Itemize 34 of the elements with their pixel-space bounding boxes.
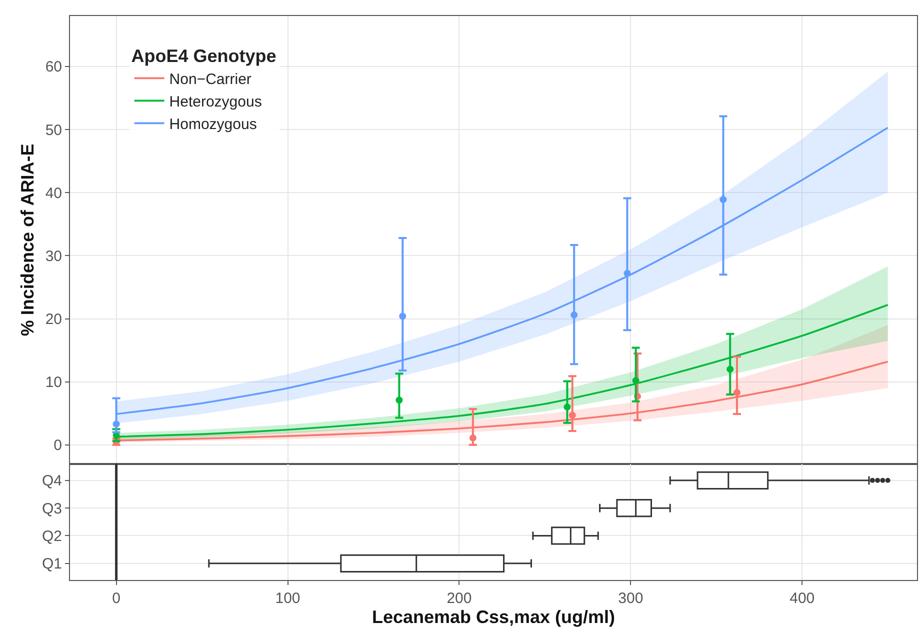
point [568, 412, 576, 419]
y-tick-label: 40 [45, 184, 62, 202]
y-tick-label: Q4 [42, 472, 62, 490]
point [399, 312, 406, 320]
point [469, 434, 476, 442]
y-axis-title: % Incidence of ARIA-E [18, 144, 38, 336]
legend-label: Homozygous [169, 116, 257, 134]
x-tick-label: 0 [112, 590, 120, 607]
y-tick-label: 50 [45, 122, 62, 139]
point [570, 311, 578, 318]
point [726, 366, 734, 373]
y-tick-label: 10 [45, 374, 62, 392]
x-tick-label: 400 [790, 590, 815, 607]
y-tick-label: Q2 [42, 528, 62, 545]
x-tick-label: 300 [618, 590, 644, 607]
y-tick-label: 30 [45, 248, 62, 265]
y-tick-label: 0 [54, 437, 62, 454]
point [564, 404, 571, 411]
y-tick-label: Q3 [42, 500, 62, 518]
x-tick-label: 200 [446, 590, 472, 607]
point [632, 377, 640, 384]
legend-label: Heterozygous [169, 94, 262, 111]
point [720, 196, 727, 204]
y-tick-label: 20 [45, 311, 62, 328]
point [733, 389, 740, 396]
point [396, 396, 403, 404]
legend-label: Non−Carrier [169, 71, 252, 88]
y-tick-label: 60 [45, 58, 62, 76]
x-tick-label: 100 [275, 590, 300, 607]
point [112, 420, 120, 428]
point [624, 270, 631, 277]
y-tick-label: Q1 [42, 556, 62, 573]
legend-title: ApoE4 Genotype [131, 46, 276, 66]
x-axis-title: Lecanemab Css,max (ug/ml) [372, 607, 616, 627]
